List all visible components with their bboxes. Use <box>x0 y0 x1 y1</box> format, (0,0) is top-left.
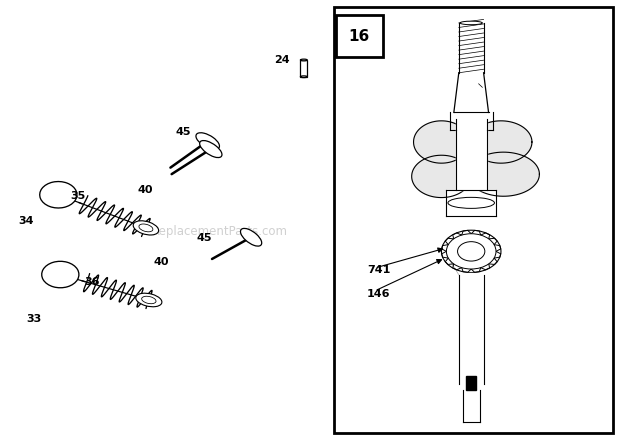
Text: 35: 35 <box>70 191 85 201</box>
Ellipse shape <box>42 262 79 288</box>
Polygon shape <box>456 130 487 190</box>
Ellipse shape <box>40 182 77 208</box>
Ellipse shape <box>300 76 308 78</box>
Ellipse shape <box>241 228 262 246</box>
Polygon shape <box>466 376 476 390</box>
Ellipse shape <box>133 221 159 235</box>
Polygon shape <box>450 112 493 130</box>
Polygon shape <box>414 121 469 163</box>
Bar <box>336 15 383 57</box>
Polygon shape <box>470 121 532 163</box>
Text: 40: 40 <box>138 185 153 194</box>
Polygon shape <box>412 155 471 198</box>
Text: 24: 24 <box>274 55 290 64</box>
Text: ReplacementParts.com: ReplacementParts.com <box>152 225 288 238</box>
Polygon shape <box>446 190 496 216</box>
Text: 146: 146 <box>367 289 391 299</box>
Text: 16: 16 <box>348 29 370 44</box>
Ellipse shape <box>136 293 162 307</box>
Ellipse shape <box>200 141 222 157</box>
Bar <box>300 60 307 77</box>
Text: 36: 36 <box>84 277 99 287</box>
Bar <box>334 7 613 433</box>
Circle shape <box>446 234 496 269</box>
Circle shape <box>441 230 501 273</box>
Text: 34: 34 <box>19 216 34 225</box>
Text: 741: 741 <box>367 265 391 275</box>
Ellipse shape <box>300 59 308 61</box>
Circle shape <box>458 242 485 261</box>
Text: 45: 45 <box>175 127 190 137</box>
Text: 33: 33 <box>27 314 42 324</box>
Ellipse shape <box>196 133 219 149</box>
Polygon shape <box>459 273 484 275</box>
Polygon shape <box>456 119 487 130</box>
Ellipse shape <box>460 21 482 25</box>
Polygon shape <box>459 275 484 384</box>
Polygon shape <box>463 390 480 422</box>
Text: 45: 45 <box>197 233 212 243</box>
Polygon shape <box>467 152 539 196</box>
Text: 40: 40 <box>154 258 169 267</box>
